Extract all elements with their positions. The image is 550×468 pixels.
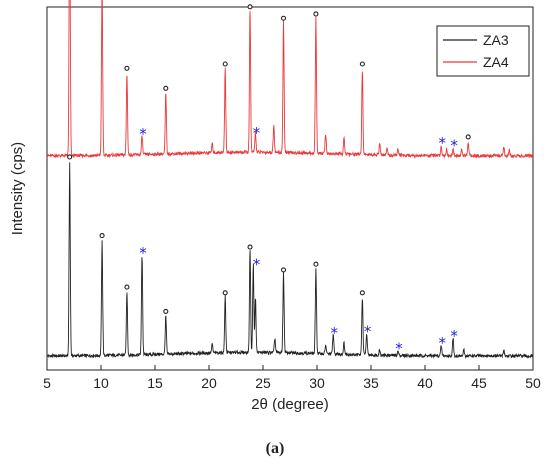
x-tick-label-20: 20 — [201, 375, 217, 391]
legend-box — [436, 25, 530, 77]
series-line-za3 — [46, 162, 534, 359]
star-marker-za3-3: * — [364, 323, 372, 341]
star-marker-za3-2: * — [330, 324, 338, 342]
caption-text: (a) — [265, 440, 285, 457]
legend: ZA3 ZA4 — [436, 25, 530, 77]
circle-marker-za3-6 — [280, 267, 287, 273]
circle-marker-za4-5 — [247, 4, 253, 10]
series-line-za4 — [46, 0, 534, 159]
circle-marker-za4-6 — [280, 15, 287, 21]
circle-marker-za4-9 — [465, 134, 471, 140]
plot-frame — [46, 6, 534, 371]
circle-marker-za3-8 — [359, 290, 365, 296]
circle-marker-za3-4 — [222, 290, 228, 296]
x-tick-label-25: 25 — [255, 375, 271, 391]
x-tick-label-45: 45 — [471, 375, 487, 391]
x-tick-label-35: 35 — [363, 375, 379, 391]
star-marker-za3-1: * — [253, 255, 261, 273]
circle-marker-za4-4 — [222, 61, 228, 67]
circle-marker-za4-3 — [163, 85, 169, 91]
axis-labels: 2θ (degree) Intensity (cps) — [9, 142, 329, 413]
figure-caption: (a) — [0, 440, 550, 458]
x-axis-title: 2θ (degree) — [251, 396, 329, 413]
legend-label-za4: ZA4 — [483, 54, 509, 70]
circle-marker-za4-8 — [359, 61, 365, 67]
star-marker-za3-6: * — [450, 327, 458, 345]
x-tick-label-15: 15 — [147, 375, 163, 391]
y-axis-title: Intensity (cps) — [9, 142, 26, 235]
circle-marker-za3-3 — [163, 308, 169, 314]
star-marker-za4-3: * — [450, 137, 458, 155]
star-marker-za3-0: * — [139, 244, 147, 262]
star-marker-za4-0: * — [139, 125, 147, 143]
x-tick-label-10: 10 — [93, 375, 109, 391]
star-marker-za3-5: * — [438, 334, 446, 352]
star-marker-za4-2: * — [438, 134, 446, 152]
circle-marker-za4-2 — [124, 65, 130, 71]
circle-marker-za3-5 — [247, 244, 253, 250]
circle-marker-za3-0 — [67, 154, 73, 160]
star-marker-za4-1: * — [253, 124, 261, 142]
circle-marker-za3-1 — [99, 233, 105, 239]
plot-area: * ** **** ** * * — [46, 0, 534, 371]
x-tick-label-40: 40 — [417, 375, 433, 391]
circle-marker-za3-2 — [124, 284, 130, 290]
circle-marker-za4-7 — [313, 11, 319, 17]
x-axis: 5 10 15 20 25 30 35 40 45 50 — [43, 365, 541, 391]
x-tick-label-30: 30 — [309, 375, 325, 391]
circle-marker-za3-7 — [313, 261, 319, 267]
x-tick-label-50: 50 — [525, 375, 541, 391]
star-marker-za3-4: * — [395, 340, 403, 358]
x-tick-label-5: 5 — [43, 375, 51, 391]
legend-label-za3: ZA3 — [483, 32, 509, 48]
